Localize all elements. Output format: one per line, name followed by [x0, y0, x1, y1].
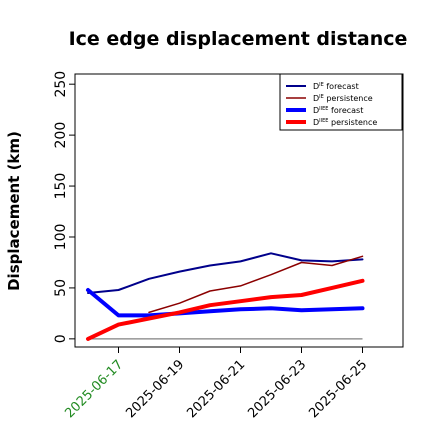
y-tick-label: 250	[53, 71, 69, 98]
y-tick-label: 50	[53, 279, 69, 297]
legend-entry-1: DIE persistence	[313, 94, 373, 103]
y-axis-label: Displacement (km)	[5, 131, 23, 291]
x-tick-label: 2025-06-25	[306, 357, 370, 421]
x-tick-label: 2025-06-23	[245, 357, 309, 421]
series-line-3	[86, 278, 365, 341]
series-line-2	[86, 288, 365, 318]
y-axis: 0 50 100 150 200 250	[53, 71, 75, 343]
x-tick-label: 2025-06-17	[62, 357, 126, 421]
y-tick-label: 100	[53, 224, 69, 251]
legend-entry-0: DIE forecast	[313, 82, 359, 91]
y-tick-label: 150	[53, 173, 69, 200]
chart-title: Ice edge displacement distance	[69, 28, 408, 50]
y-tick-label: 0	[53, 334, 69, 343]
plot-area	[74, 73, 404, 348]
legend-entry-2: DIIEE forecast	[313, 106, 363, 115]
x-axis: 2025-06-172025-06-192025-06-212025-06-23…	[62, 347, 370, 421]
series-line-1	[148, 255, 364, 314]
series-layer	[86, 252, 365, 341]
y-tick-label: 200	[53, 122, 69, 149]
legend-entry-3: DIIEE persistence	[313, 118, 377, 127]
legend: DIE forecast DIE persistence DIIEE forecas…	[279, 73, 403, 131]
x-tick-label: 2025-06-21	[184, 357, 248, 421]
series-line-0	[87, 252, 364, 294]
x-tick-label: 2025-06-19	[123, 357, 187, 421]
